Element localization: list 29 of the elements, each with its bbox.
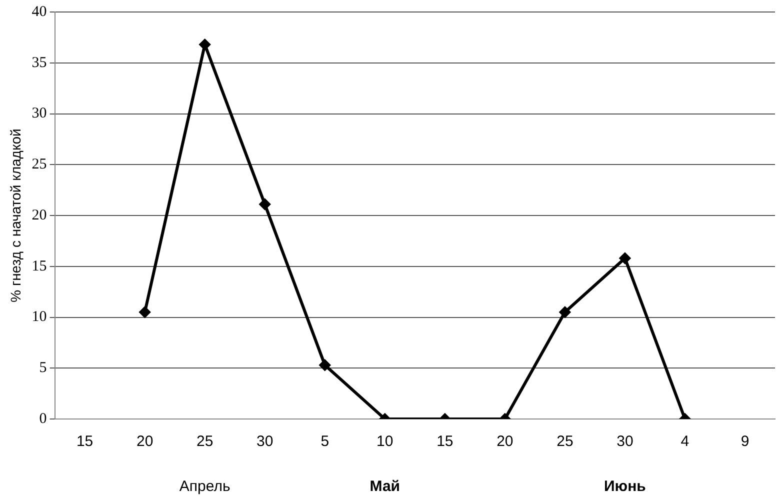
y-tick-label: 30	[32, 106, 47, 122]
text: Июнь	[604, 478, 646, 496]
x-tick-label: 30	[616, 433, 634, 450]
text: Апрель	[179, 478, 230, 496]
x-tick-label: 10	[376, 433, 394, 450]
x-tick-label: 15	[76, 433, 94, 450]
x-tick-label: 20	[496, 433, 514, 450]
point	[139, 306, 150, 318]
y-tick-label: 25	[32, 156, 47, 173]
x-tick-label: 25	[196, 433, 214, 450]
y-tick-label: 10	[32, 309, 47, 326]
y-tick-label: 15	[32, 258, 47, 274]
x-tick-label: 20	[136, 433, 154, 450]
point	[259, 198, 270, 210]
text: Май	[370, 478, 400, 496]
y-tick-label: 5	[39, 360, 47, 376]
point	[559, 306, 570, 318]
point	[619, 252, 630, 264]
x-tick-label: 25	[556, 433, 574, 450]
x-tick-label: 5	[320, 433, 330, 450]
x-tick-label: 9	[740, 433, 750, 450]
y-tick-label: 35	[32, 54, 47, 71]
x-tick-label: 15	[436, 433, 454, 450]
y-tick-label: 20	[32, 207, 47, 224]
x-tick-label: 30	[256, 433, 274, 450]
x-tick-label: 4	[680, 433, 690, 450]
y-tick-label: 0	[39, 410, 47, 427]
y-axis-title: % гнезд с начатой кладкой	[7, 128, 24, 302]
y-tick-label: 40	[32, 4, 47, 20]
